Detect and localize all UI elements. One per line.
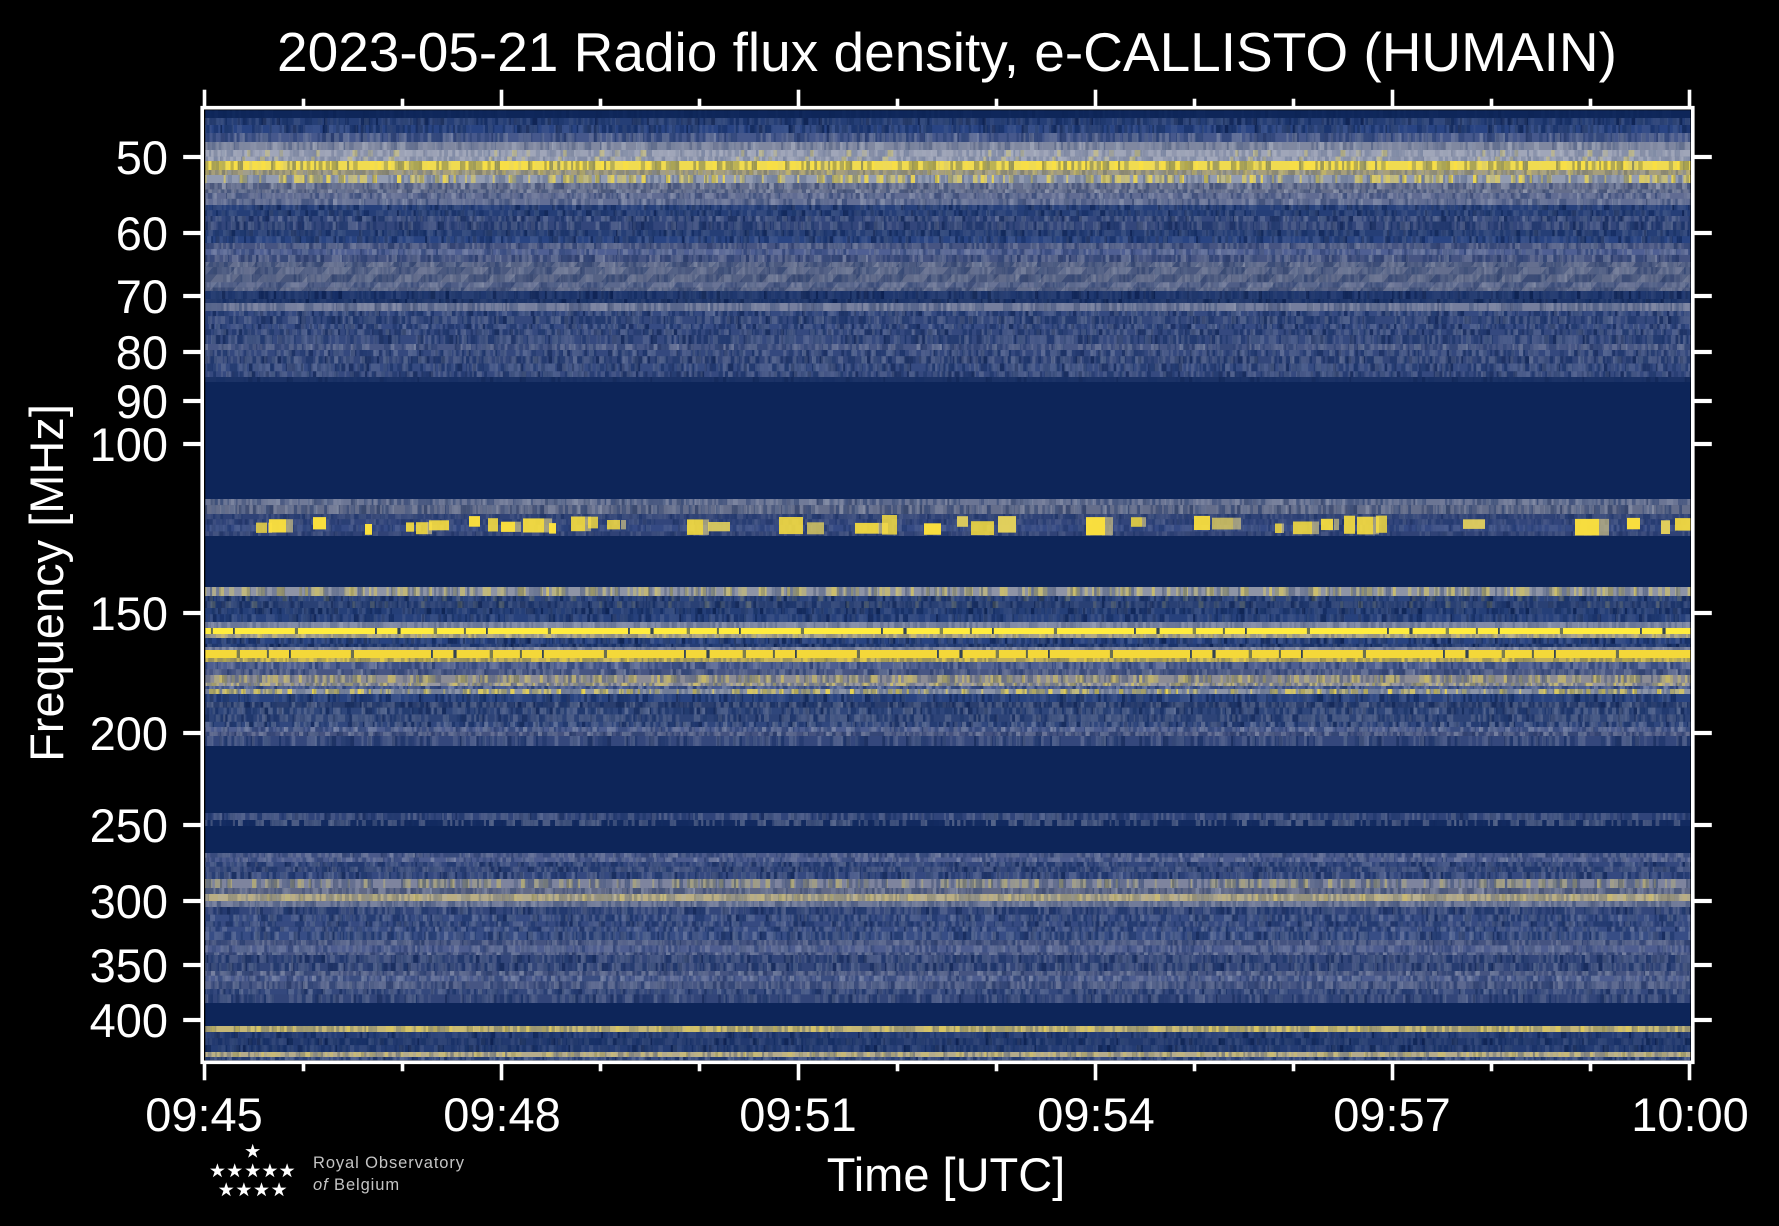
svg-text:Time [UTC]: Time [UTC] [827,1148,1065,1201]
svg-text:50: 50 [116,131,168,184]
svg-text:400: 400 [90,994,168,1047]
svg-text:09:54: 09:54 [1037,1088,1155,1141]
svg-text:150: 150 [90,587,168,640]
svg-text:Frequency [MHz]: Frequency [MHz] [20,404,73,762]
svg-text:2023-05-21 Radio flux density,: 2023-05-21 Radio flux density, e-CALLIST… [277,21,1617,83]
svg-text:Royal Observatory: Royal Observatory [313,1154,465,1172]
svg-text:10:00: 10:00 [1631,1088,1749,1141]
svg-text:250: 250 [90,799,168,852]
svg-text:09:51: 09:51 [739,1088,857,1141]
svg-text:100: 100 [90,418,168,471]
svg-text:70: 70 [116,270,168,323]
svg-text:09:57: 09:57 [1333,1088,1451,1141]
svg-text:300: 300 [90,875,168,928]
svg-text:09:45: 09:45 [145,1088,263,1141]
svg-text:of Belgium: of Belgium [313,1176,400,1194]
svg-text:200: 200 [90,707,168,760]
svg-text:350: 350 [90,939,168,992]
svg-text:80: 80 [116,326,168,379]
svg-text:09:48: 09:48 [443,1088,561,1141]
svg-text:90: 90 [116,375,168,428]
svg-text:60: 60 [116,207,168,260]
